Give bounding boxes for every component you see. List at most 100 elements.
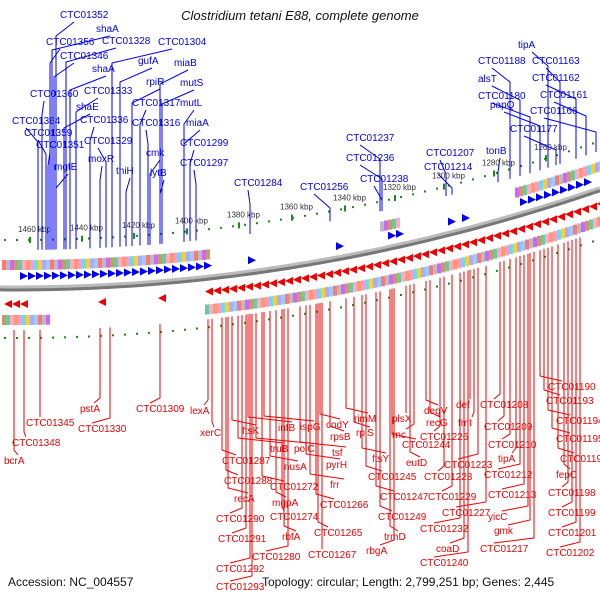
reverse-feature-band <box>217 303 221 314</box>
reverse-feature-band <box>2 315 6 325</box>
reverse-feature-band <box>277 295 281 306</box>
reverse-gene-connector <box>281 309 285 512</box>
forward-gene-arrow <box>156 266 164 275</box>
reverse-gene-arrow <box>445 244 453 253</box>
forward-feature-band <box>384 220 388 231</box>
forward-gene-arrow <box>568 183 576 192</box>
forward-gene-connector <box>63 113 91 250</box>
reverse-feature-band <box>397 272 401 283</box>
forward-feature-band <box>134 255 138 266</box>
reverse-feature-band <box>30 314 34 325</box>
inner-scale-dot <box>556 252 558 255</box>
forward-gene-connector <box>531 51 549 168</box>
forward-gene-label: CTC01166 <box>530 106 578 117</box>
reverse-gene-label: CTC01194 <box>556 416 600 427</box>
forward-gene-connector <box>49 48 61 250</box>
reverse-feature-band <box>269 296 273 307</box>
forward-gene-connector <box>41 100 45 250</box>
reverse-gene-arrow <box>453 242 461 251</box>
forward-feature-band <box>58 259 62 270</box>
reverse-feature-band <box>469 255 473 266</box>
forward-gene-label: CTC01352 <box>60 10 109 21</box>
reverse-gene-arrow <box>245 282 253 291</box>
reverse-gene-connector <box>317 303 329 528</box>
forward-feature-band <box>66 259 70 270</box>
reverse-gene-arrow <box>533 220 541 229</box>
outer-scale-dot <box>508 168 510 171</box>
forward-gene-connector <box>37 139 47 250</box>
reverse-feature-band <box>417 268 421 279</box>
reverse-gene-arrow <box>341 267 349 276</box>
forward-gene-label: mgtE <box>54 162 78 173</box>
forward-feature-band <box>396 217 400 228</box>
forward-feature-band <box>194 250 198 261</box>
reverse-gene-label: plsX <box>392 414 412 425</box>
reverse-feature-band <box>573 224 577 235</box>
forward-gene-arrow <box>544 190 552 199</box>
reverse-gene-label: pyrH <box>326 460 347 471</box>
reverse-feature-band <box>457 258 461 269</box>
forward-gene-label: papQ <box>490 100 515 111</box>
forward-feature-band <box>555 175 559 186</box>
reverse-feature-band <box>253 298 257 309</box>
outer-scale-dot <box>364 203 366 206</box>
reverse-feature-band <box>313 289 317 300</box>
reverse-gene-arrow <box>413 252 421 261</box>
reverse-gene-label: CTC01210 <box>488 440 537 451</box>
reverse-gene-arrow <box>381 259 389 268</box>
reverse-gene-arrow <box>261 280 269 289</box>
forward-gene-label: CTC01161 <box>540 90 588 101</box>
forward-gene-connector <box>145 129 149 245</box>
reverse-feature-band <box>577 223 581 234</box>
reverse-gene-connector <box>283 309 297 532</box>
scale-tick <box>344 205 346 212</box>
forward-feature-band <box>206 249 210 260</box>
reverse-gene-connector <box>319 303 341 420</box>
reverse-gene-connector <box>561 240 573 508</box>
outer-scale-dot <box>280 218 282 221</box>
outer-scale-dot <box>244 223 246 226</box>
reverse-feature-band <box>377 277 381 287</box>
inner-scale-dot <box>544 255 546 258</box>
inner-scale-dot <box>28 337 30 339</box>
forward-gene-arrow <box>140 267 148 276</box>
forward-gene-arrow <box>584 178 592 187</box>
forward-feature-band <box>26 260 30 270</box>
reverse-gene-connector <box>229 314 251 564</box>
forward-feature-band <box>22 260 26 270</box>
inner-scale-dot <box>352 304 354 307</box>
forward-feature-band <box>94 258 98 269</box>
forward-gene-connector <box>491 85 521 176</box>
reverse-gene-label: codY <box>326 420 349 431</box>
forward-gene-label: CTC01180 <box>478 91 526 102</box>
forward-feature-band <box>42 259 46 270</box>
forward-feature-band <box>118 256 122 267</box>
inner-scale-dot <box>316 310 318 313</box>
reverse-gene-arrow <box>98 298 106 307</box>
forward-gene-arrow <box>448 217 456 226</box>
outer-scale-dot <box>412 193 414 196</box>
reverse-feature-band <box>489 249 493 260</box>
reverse-feature-band <box>517 241 521 252</box>
outer-scale-dot <box>352 206 354 209</box>
forward-gene-label: CTC01162 <box>532 73 580 84</box>
forward-feature-band <box>74 259 78 269</box>
forward-gene-arrow <box>196 262 204 271</box>
reverse-gene-connector <box>379 288 395 546</box>
inner-scale-dot <box>472 276 474 279</box>
forward-gene-connector <box>65 47 117 250</box>
reverse-feature-band <box>329 286 333 297</box>
forward-feature-band <box>595 162 599 173</box>
forward-feature-band <box>579 167 583 178</box>
outer-scale-dot <box>496 171 498 174</box>
forward-gene-connector <box>75 97 99 249</box>
forward-feature-band <box>515 187 519 198</box>
forward-feature-band <box>126 256 130 267</box>
reverse-gene-label: fepC <box>556 470 577 481</box>
inner-scale-dot <box>184 328 186 331</box>
forward-gene-connector <box>51 35 111 250</box>
reverse-feature-band <box>593 218 597 229</box>
reverse-gene-arrow <box>373 260 381 269</box>
inner-scale-dot <box>592 240 594 243</box>
